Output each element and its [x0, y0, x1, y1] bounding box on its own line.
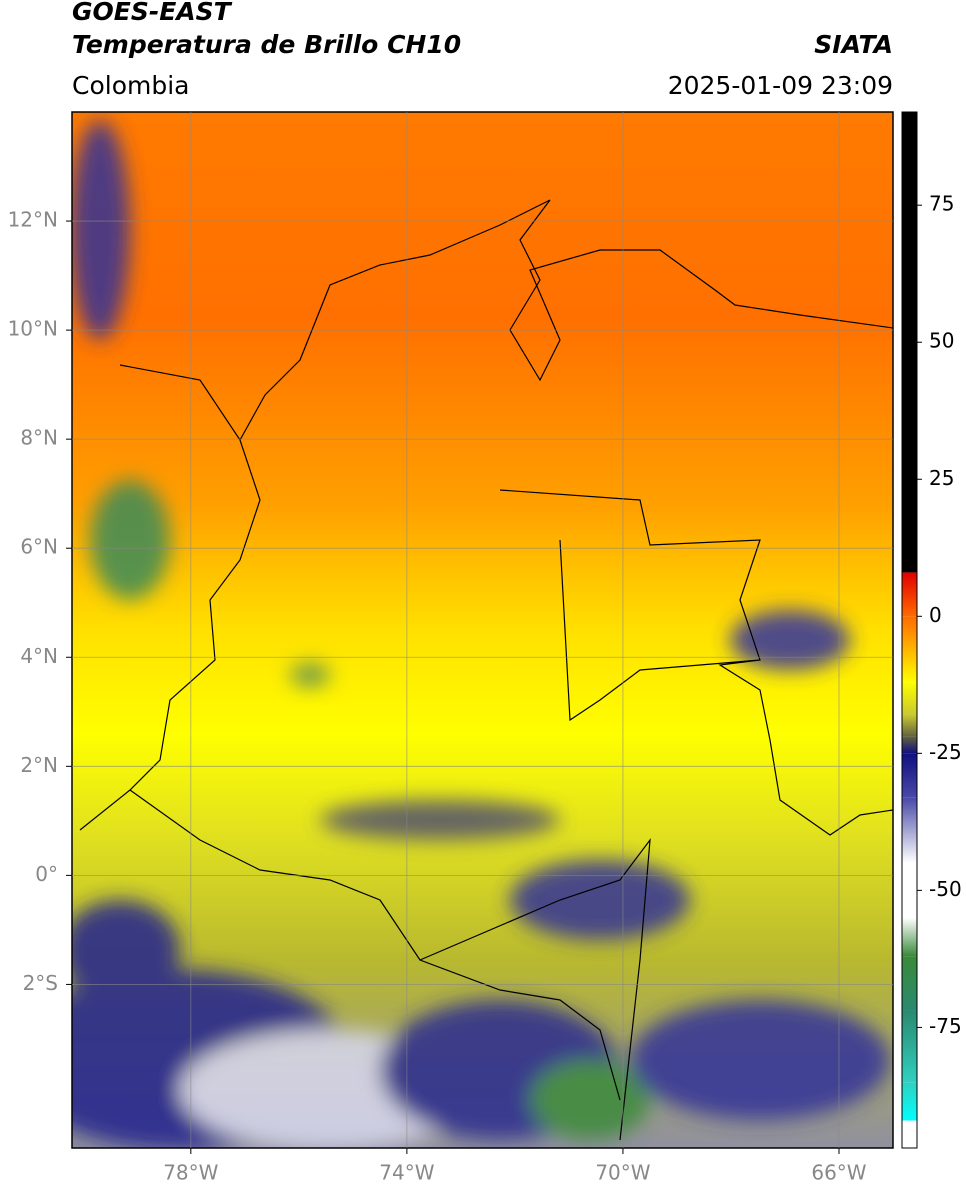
y-tick-label: 0°	[35, 862, 58, 886]
colorbar-segment	[902, 1082, 917, 1121]
colorbar-segment	[902, 1010, 917, 1083]
y-tick-label: 2°N	[20, 753, 58, 777]
colorbar-tick-label: 75	[929, 192, 954, 216]
colorbar-segment	[902, 917, 917, 957]
x-tick-label: 66°W	[811, 1161, 866, 1185]
y-tick-label: 2°S	[23, 971, 58, 995]
y-tick-label: 4°N	[20, 644, 58, 668]
colorbar-segment	[902, 956, 917, 1011]
colorbar-frame	[901, 111, 918, 1149]
colorbar-segment	[902, 682, 917, 715]
x-tick-label: 70°W	[595, 1161, 650, 1185]
y-tick-label: 8°N	[20, 426, 58, 450]
colorbar-tick-label: 0	[929, 603, 942, 627]
colorbar-segment	[902, 572, 917, 617]
datetime: 2025-01-09 23:09	[668, 71, 893, 100]
x-tick-label: 74°W	[379, 1161, 434, 1185]
source: SIATA	[814, 30, 893, 59]
y-tick-label: 6°N	[20, 535, 58, 559]
x-tick-label: 78°W	[163, 1161, 218, 1185]
region: Colombia	[72, 71, 189, 100]
colorbar-segment	[902, 753, 917, 798]
colorbar-tick-label: 25	[929, 466, 954, 490]
colorbar-tick-label: 50	[929, 329, 954, 353]
map-frame	[71, 111, 894, 1149]
colorbar-segment	[902, 112, 917, 573]
colorbar-tick-label: -50	[929, 877, 962, 901]
colorbar-tick-label: -25	[929, 740, 962, 764]
colorbar-segment	[902, 736, 917, 754]
y-tick-label: 10°N	[8, 317, 58, 341]
y-tick-label: 12°N	[8, 208, 58, 232]
satellite-image	[72, 112, 893, 1148]
colorbar-segment	[902, 862, 917, 918]
colorbar-segment	[902, 616, 917, 683]
colorbar-tick-label: -75	[929, 1014, 962, 1038]
title: GOES-EAST	[72, 0, 233, 26]
colorbar-segment	[902, 797, 917, 863]
country-borders	[79, 199, 894, 1141]
colorbar-segment	[902, 1120, 917, 1148]
subtitle: Temperatura de Brillo CH10	[72, 30, 461, 59]
colorbar-segment	[902, 714, 917, 737]
